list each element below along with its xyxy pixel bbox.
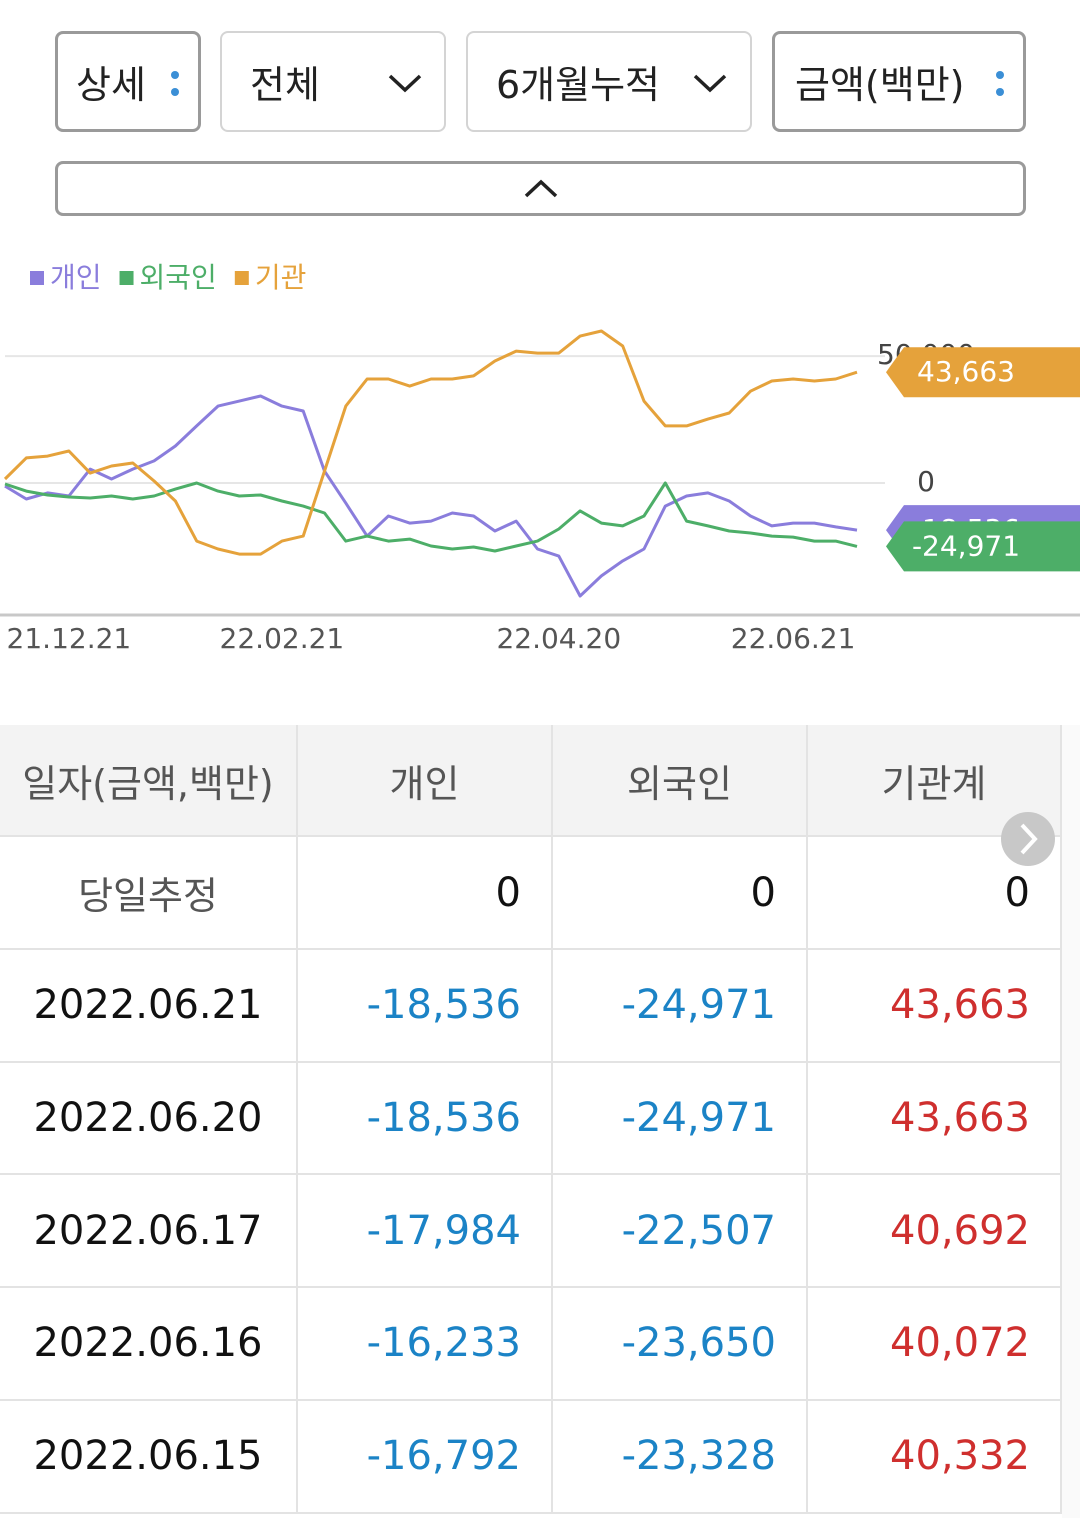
legend-label: 개인 <box>50 261 102 294</box>
table-cell: -23,328 <box>553 1400 808 1514</box>
table-header-cell: 개인 <box>298 725 553 837</box>
table-cell: -24,971 <box>553 949 808 1063</box>
series-line <box>4 481 858 553</box>
menu-dots <box>996 71 1004 96</box>
table-overflow-column <box>1062 725 1080 1518</box>
table-cell: 2022.06.15 <box>0 1400 298 1514</box>
legend-swatch <box>119 271 134 285</box>
chevron-down <box>693 74 727 93</box>
detail-select[interactable]: 상세 <box>55 31 201 132</box>
x-tick-label: 22.06.21 <box>731 622 856 655</box>
legend-swatch <box>30 271 44 285</box>
control-label: 6개월누적 <box>496 63 661 107</box>
end-tag-label: -24,971 <box>912 529 1020 562</box>
table-cell: -18,536 <box>298 949 553 1063</box>
table-cell: 40,072 <box>808 1287 1062 1401</box>
table-cell: -18,536 <box>298 1062 553 1176</box>
x-tick-label: 22.02.21 <box>220 622 345 655</box>
chevron-down <box>388 74 422 93</box>
table-cell: 43,663 <box>808 949 1062 1063</box>
table-cell: 0 <box>553 837 808 950</box>
chevron-up <box>524 179 557 197</box>
table-cell: 40,692 <box>808 1175 1062 1289</box>
control-label: 금액(백만) <box>795 63 965 107</box>
x-tick-label: 22.04.20 <box>496 622 621 655</box>
legend-label: 기관 <box>255 261 307 294</box>
table-cell: -16,233 <box>298 1287 553 1401</box>
table-cell: 43,663 <box>808 1062 1062 1176</box>
legend-swatch <box>234 271 249 285</box>
end-tag-label: 43,663 <box>917 355 1015 388</box>
table-cell: 당일추정 <box>0 837 298 950</box>
table-cell: -16,792 <box>298 1400 553 1514</box>
end-tag <box>886 347 1080 398</box>
series-line <box>3 329 858 556</box>
table-header-cell: 외국인 <box>553 725 808 837</box>
table-cell: 2022.06.20 <box>0 1062 298 1176</box>
table-cell: 2022.06.17 <box>0 1175 298 1289</box>
scroll-right-button[interactable] <box>1000 811 1056 867</box>
collapse-button[interactable] <box>55 161 1026 216</box>
menu-dots <box>171 71 179 96</box>
table-cell: 0 <box>298 837 553 950</box>
control-label: 전체 <box>250 63 320 107</box>
unit-select[interactable]: 금액(백만) <box>772 31 1026 132</box>
period-select[interactable]: 6개월누적 <box>466 31 752 132</box>
scope-select[interactable]: 전체 <box>220 31 446 132</box>
table-cell: 2022.06.16 <box>0 1287 298 1401</box>
y-tick-label: 0 <box>917 465 935 498</box>
table-cell: 0 <box>808 837 1062 950</box>
table-cell: -17,984 <box>298 1175 553 1289</box>
table-cell: -22,507 <box>553 1175 808 1289</box>
series-line <box>4 394 858 598</box>
legend-label: 외국인 <box>140 261 217 294</box>
table-cell: -23,650 <box>553 1287 808 1401</box>
table-header-cell: 일자(금액,백만) <box>0 725 298 837</box>
table-cell: 2022.06.21 <box>0 949 298 1063</box>
table-cell: -24,971 <box>553 1062 808 1176</box>
table-cell: 40,332 <box>808 1400 1062 1514</box>
control-label: 상세 <box>76 63 146 107</box>
chart: 050,00021.12.2122.02.2122.04.2022.06.21개… <box>0 261 1080 655</box>
end-tag <box>886 521 1080 572</box>
x-tick-label: 21.12.21 <box>7 622 132 655</box>
